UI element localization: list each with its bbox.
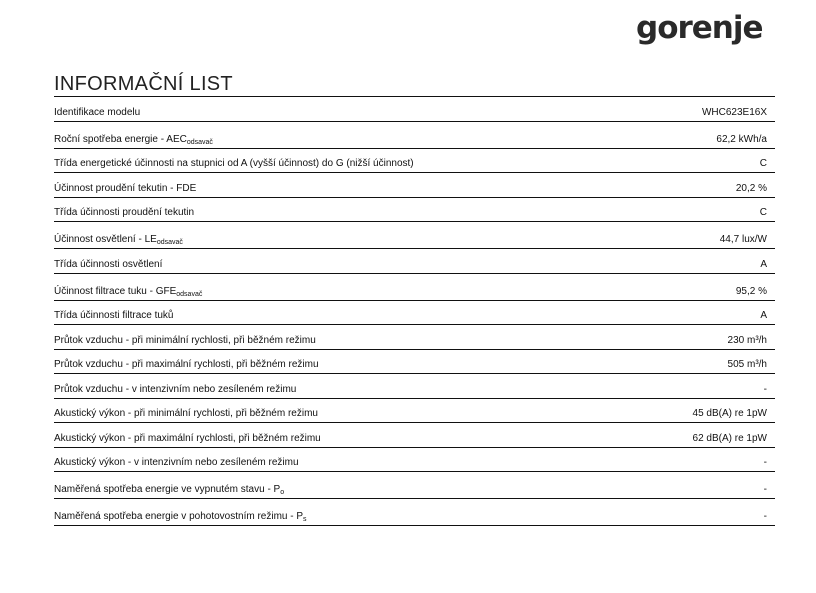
row-label-text: Třída energetické účinnosti na stupnici …	[54, 158, 414, 169]
row-label-text: Průtok vzduchu - při minimální rychlosti…	[54, 334, 316, 346]
row-value: C	[759, 207, 767, 218]
row-value: C	[759, 158, 767, 169]
row-value: 62,2 kWh/a	[716, 133, 767, 145]
row-label-text: Účinnost osvětlení - LE	[54, 234, 157, 245]
table-row: Naměřená spotřeba energie ve vypnutém st…	[54, 472, 775, 499]
table-row: Průtok vzduchu - v intenzivním nebo zesí…	[54, 374, 775, 399]
page-title: INFORMAČNÍ LIST	[54, 73, 233, 95]
row-label-text: Naměřená spotřeba energie ve vypnutém st…	[54, 484, 281, 495]
row-label-text: Třída účinnosti proudění tekutin	[54, 207, 195, 218]
row-label-text: Akustický výkon - při minimální rychlost…	[54, 408, 318, 419]
row-value: 44,7 lux/W	[719, 234, 767, 245]
row-label-text: Účinnost filtrace tuku - GFE	[54, 285, 177, 297]
row-label-text: Akustický výkon - při maximální rychlost…	[54, 432, 321, 444]
table-row: Akustický výkon - při maximální rychlost…	[54, 423, 775, 448]
row-label: Akustický výkon - v intenzivním nebo zes…	[54, 457, 299, 468]
row-label: Třída účinnosti osvětlení	[54, 259, 162, 270]
row-label: Třída účinnosti filtrace tuků	[54, 310, 174, 321]
row-label-text: Průtok vzduchu - při maximální rychlosti…	[54, 359, 319, 370]
row-label: Roční spotřeba energie - AECodsavač	[54, 133, 213, 146]
table-row: Třída účinnosti filtrace tuků A	[54, 301, 775, 325]
row-label: Naměřená spotřeba energie ve vypnutém st…	[54, 484, 285, 496]
row-label-text: Naměřená spotřeba energie v pohotovostní…	[54, 511, 304, 522]
row-value: -	[763, 457, 767, 468]
table-row: Účinnost filtrace tuku - GFEodsavač 95,2 …	[54, 274, 775, 301]
table-row: Roční spotřeba energie - AECodsavač 62,2 …	[54, 122, 775, 149]
row-value: A	[760, 258, 767, 270]
row-label-subscript: o	[280, 489, 285, 496]
table-row: Třída energetické účinnosti na stupnici …	[54, 149, 775, 173]
row-value: A	[760, 310, 767, 321]
row-label-text: Průtok vzduchu - v intenzivním nebo zesí…	[54, 383, 297, 395]
row-label: Třída energetické účinnosti na stupnici …	[54, 158, 414, 169]
row-value: 45 dB(A) re 1pW	[692, 408, 767, 419]
row-label-subscript: s	[303, 516, 307, 523]
row-label: Průtok vzduchu - v intenzivním nebo zesí…	[54, 384, 296, 395]
table-row: Identifikace modelu WHC623E16X	[54, 97, 775, 122]
row-value: -	[763, 511, 767, 522]
info-table: Identifikace modelu WHC623E16X Roční spotř…	[54, 96, 775, 526]
table-row: Naměřená spotřeba energie v pohotovostní…	[54, 499, 775, 526]
row-label: Účinnost osvětlení - LEodsavač	[54, 234, 183, 246]
gorenje-logo: gorenje	[636, 10, 764, 46]
row-label: Akustický výkon - při minimální rychlost…	[54, 408, 318, 419]
row-label-subscript: odsavač	[186, 138, 213, 146]
table-row: Průtok vzduchu - při maximální rychlosti…	[54, 350, 775, 374]
table-row: Účinnost osvětlení - LEodsavač 44,7 lux/W	[54, 222, 775, 249]
row-label: Účinnost filtrace tuku - GFEodsavač	[54, 285, 203, 298]
table-row: Průtok vzduchu - při minimální rychlosti…	[54, 325, 775, 350]
row-label: Třída účinnosti proudění tekutin	[54, 207, 194, 218]
row-value: -	[763, 484, 767, 495]
row-label: Akustický výkon - při maximální rychlost…	[54, 433, 321, 444]
row-value: 62 dB(A) re 1pW	[692, 432, 767, 444]
row-label-text: Roční spotřeba energie - AEC	[54, 133, 187, 145]
row-label-text: Akustický výkon - v intenzivním nebo zes…	[54, 457, 299, 468]
table-row: Akustický výkon - při minimální rychlost…	[54, 399, 775, 423]
row-label: Účinnost proudění tekutin - FDE	[54, 183, 196, 194]
table-row: Účinnost proudění tekutin - FDE 20,2 %	[54, 173, 775, 198]
row-label: Identifikace modelu	[54, 107, 140, 118]
row-label: Naměřená spotřeba energie v pohotovostní…	[54, 511, 307, 523]
row-value: 505 m³/h	[727, 359, 767, 370]
table-row: Akustický výkon - v intenzivním nebo zes…	[54, 448, 775, 472]
row-label-text: Identifikace modelu	[54, 106, 141, 118]
row-label-subscript: odsavač	[176, 290, 203, 298]
row-label-text: Účinnost proudění tekutin - FDE	[54, 182, 197, 194]
row-label-text: Třída účinnosti filtrace tuků	[54, 310, 174, 321]
table-row: Třída účinnosti osvětlení A	[54, 249, 775, 274]
row-value: 20,2 %	[735, 182, 767, 194]
row-value: 230 m³/h	[727, 334, 767, 346]
table-row: Třída účinnosti proudění tekutin C	[54, 198, 775, 222]
row-label: Průtok vzduchu - při minimální rychlosti…	[54, 335, 316, 346]
row-label-subscript: odsavač	[156, 239, 183, 246]
row-value: WHC623E16X	[701, 106, 767, 118]
row-value: 95,2 %	[735, 285, 767, 297]
row-value: -	[763, 383, 767, 395]
row-label: Průtok vzduchu - při maximální rychlosti…	[54, 359, 319, 370]
row-label-text: Třída účinnosti osvětlení	[54, 258, 163, 270]
